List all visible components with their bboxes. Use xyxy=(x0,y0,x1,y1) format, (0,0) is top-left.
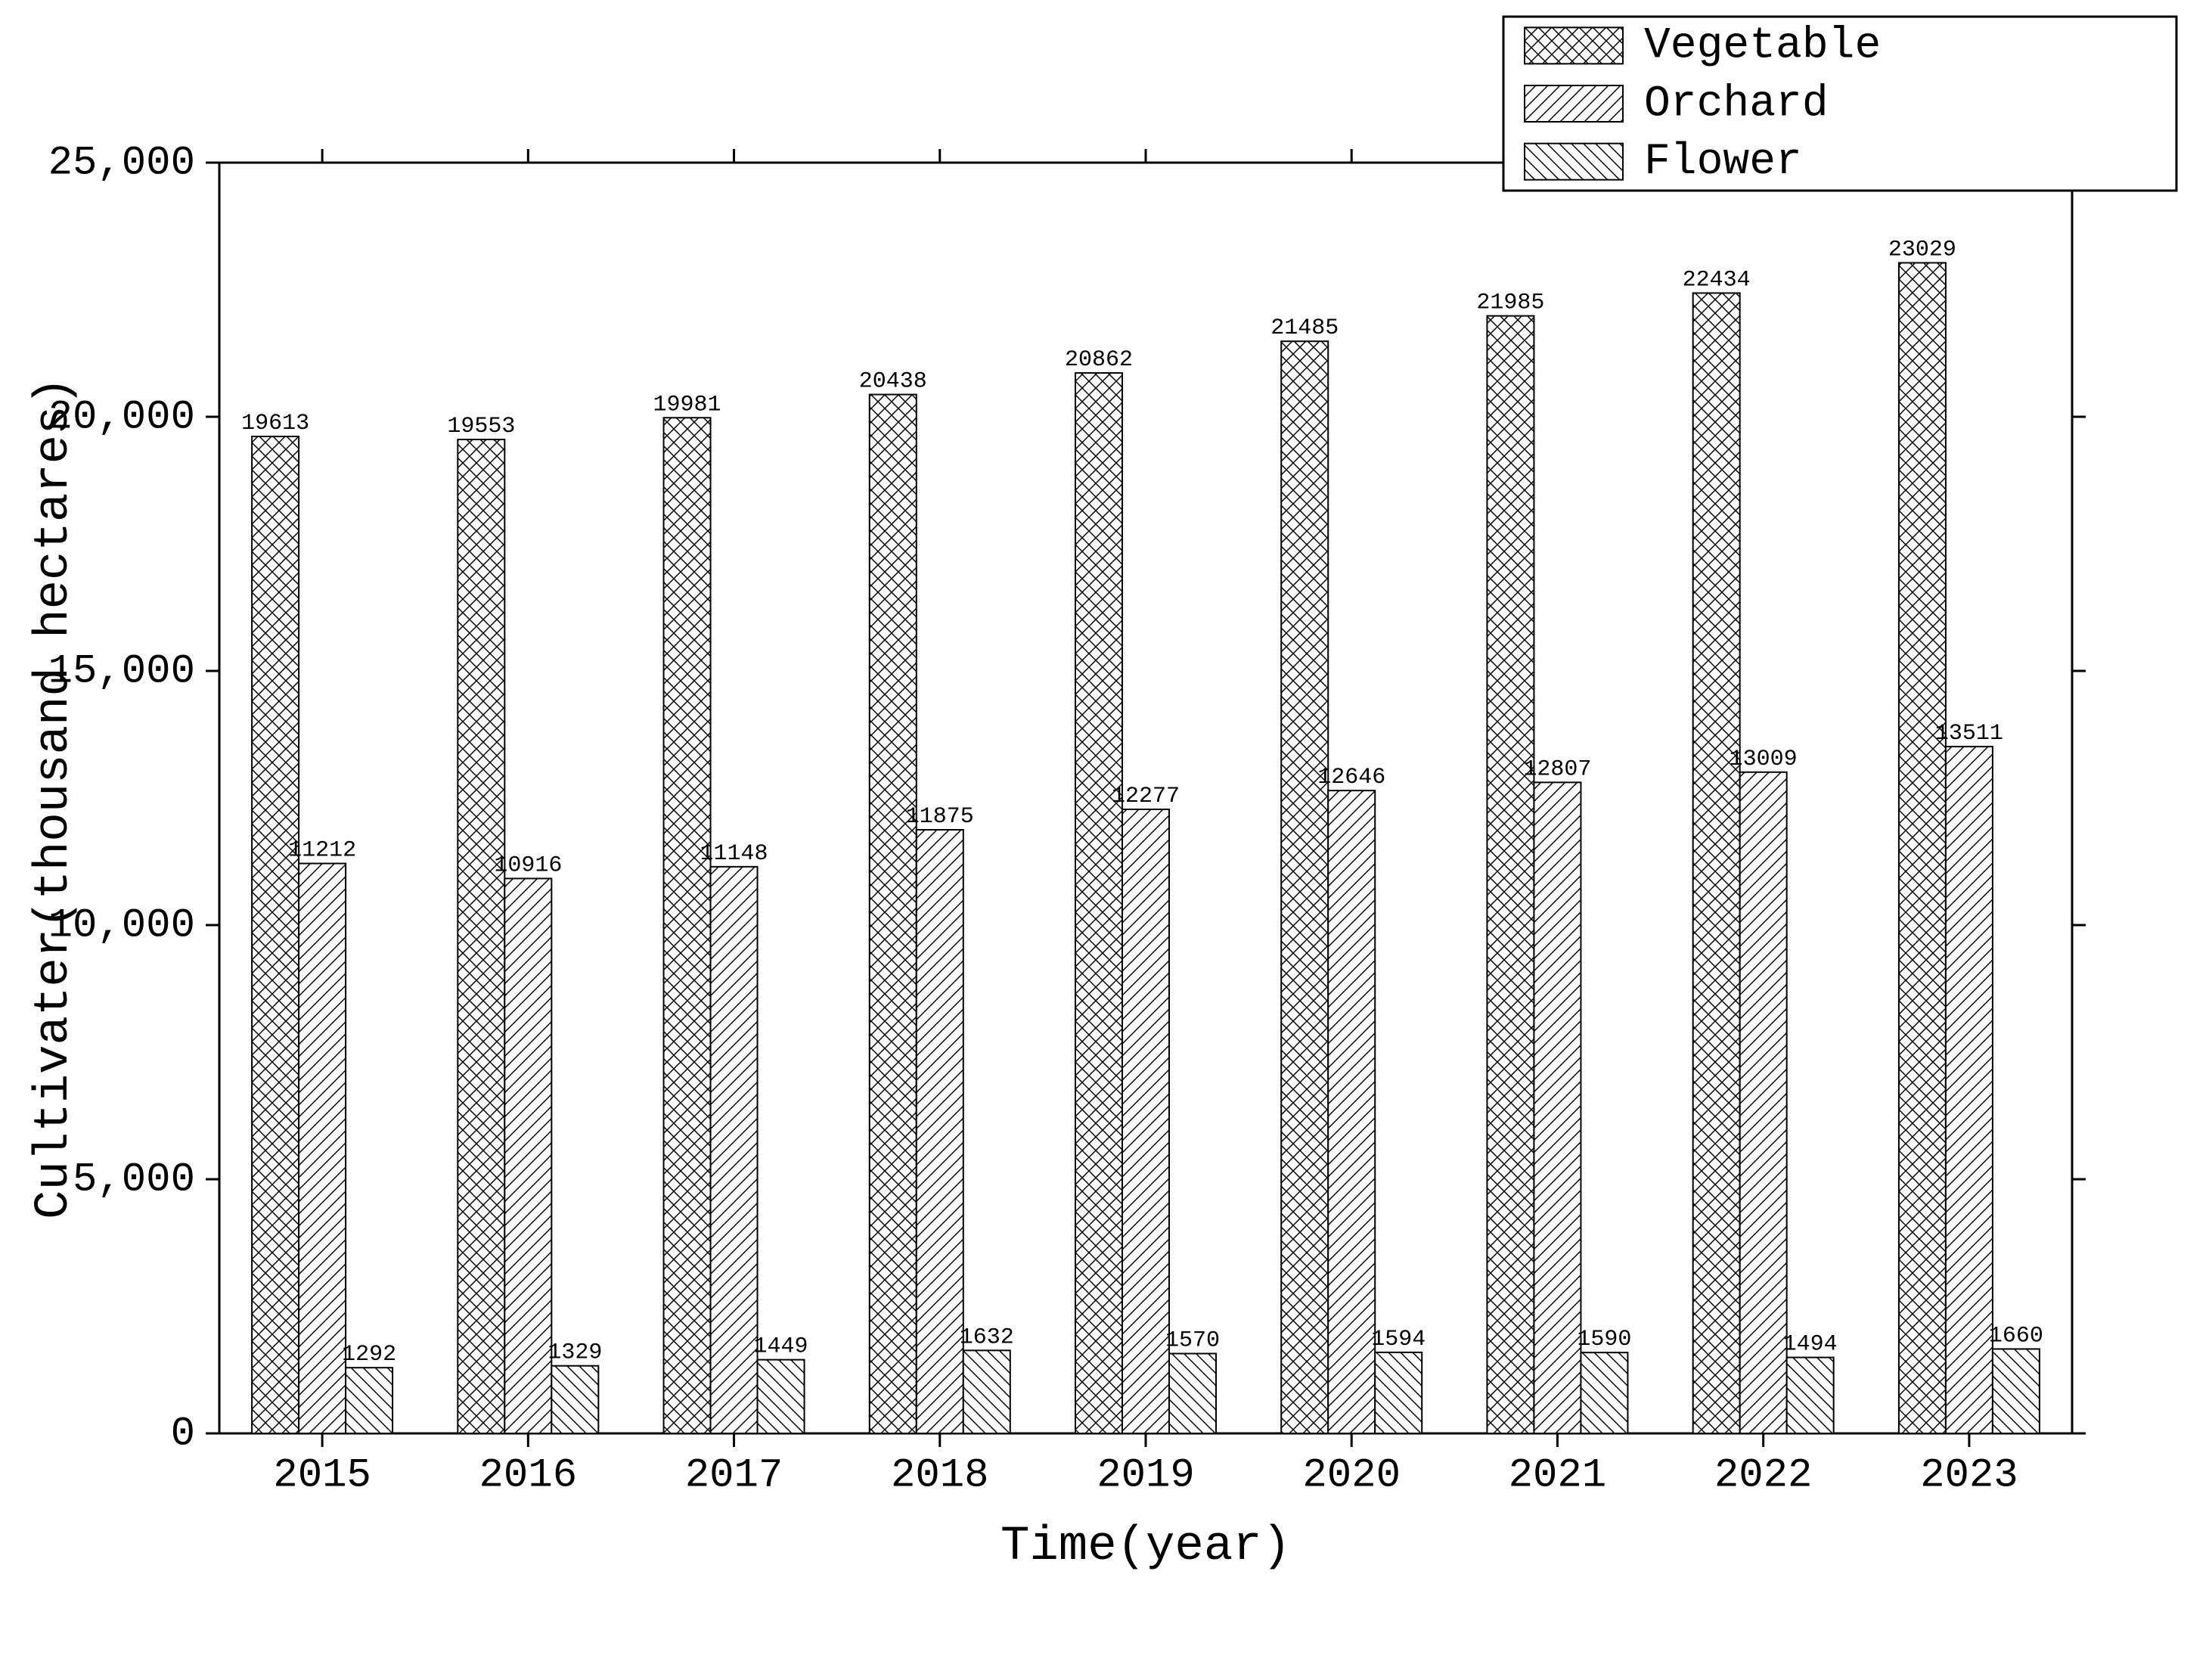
bar xyxy=(870,395,917,1433)
bar-value-label: 21985 xyxy=(1476,290,1544,316)
bar-value-label: 1594 xyxy=(1371,1327,1426,1352)
bar-value-label: 1292 xyxy=(342,1342,396,1368)
chart-container: 05,00010,00015,00020,00025,0002015201620… xyxy=(0,0,2212,1655)
x-tick-label: 2022 xyxy=(1714,1452,1813,1498)
bar-value-label: 1632 xyxy=(960,1324,1014,1350)
y-tick-label: 25,000 xyxy=(48,140,195,186)
x-tick-label: 2018 xyxy=(891,1452,989,1498)
bar xyxy=(1169,1353,1216,1433)
bar-chart: 05,00010,00015,00020,00025,0002015201620… xyxy=(0,0,2212,1655)
bar-value-label: 19553 xyxy=(447,414,515,439)
bar-value-label: 10916 xyxy=(494,852,562,878)
bar-value-label: 20862 xyxy=(1065,347,1133,373)
bar-value-label: 1660 xyxy=(1989,1323,2043,1349)
bar-value-label: 1570 xyxy=(1165,1327,1220,1353)
bar xyxy=(299,864,346,1433)
bar xyxy=(1581,1352,1627,1433)
bar-value-label: 11875 xyxy=(906,804,974,830)
bar xyxy=(1328,790,1375,1433)
y-tick-label: 5,000 xyxy=(73,1157,195,1203)
x-tick-label: 2020 xyxy=(1302,1452,1401,1498)
legend-swatch xyxy=(1525,144,1623,180)
legend-label: Vegetable xyxy=(1644,22,1881,71)
bar-value-label: 1329 xyxy=(548,1340,602,1366)
bar xyxy=(346,1368,392,1433)
bar-value-label: 1449 xyxy=(754,1334,808,1360)
bar-value-label: 12646 xyxy=(1317,765,1385,790)
bar xyxy=(1993,1349,2040,1433)
bar xyxy=(1375,1352,1422,1433)
y-axis-label: Cultivater(thousand hectares) xyxy=(27,377,82,1219)
bar-value-label: 11148 xyxy=(700,841,768,867)
bar-value-label: 19613 xyxy=(241,411,309,436)
x-tick-label: 2021 xyxy=(1509,1452,1607,1498)
x-tick-label: 2016 xyxy=(479,1452,578,1498)
legend-label: Orchard xyxy=(1644,79,1829,129)
x-tick-label: 2015 xyxy=(273,1452,371,1498)
bar xyxy=(504,878,551,1433)
bar-value-label: 1494 xyxy=(1783,1332,1838,1358)
y-tick-label: 0 xyxy=(171,1411,195,1457)
legend-label: Flower xyxy=(1644,138,1802,187)
bar-value-label: 11212 xyxy=(288,838,356,864)
bar xyxy=(1740,772,1787,1433)
bar-value-label: 19981 xyxy=(653,392,721,418)
bar xyxy=(664,418,711,1433)
bar-value-label: 12277 xyxy=(1112,784,1180,809)
bar xyxy=(1534,782,1581,1433)
bar-value-label: 13009 xyxy=(1730,747,1798,772)
bar-value-label: 1590 xyxy=(1577,1327,1631,1352)
bar xyxy=(711,867,758,1433)
bar-value-label: 21485 xyxy=(1270,315,1339,341)
bar xyxy=(917,830,963,1433)
bar xyxy=(1693,293,1740,1433)
legend-swatch xyxy=(1525,27,1623,64)
legend: Vegetable Orchard Flower xyxy=(1503,17,2176,191)
bar xyxy=(1075,373,1122,1433)
bar xyxy=(1899,262,1946,1433)
bar xyxy=(963,1350,1010,1433)
bar xyxy=(1122,809,1169,1433)
bar xyxy=(1281,341,1328,1433)
bar-value-label: 20438 xyxy=(859,369,927,395)
x-axis-label: Time(year) xyxy=(1001,1520,1291,1574)
bar-value-label: 22434 xyxy=(1683,267,1751,293)
x-tick-label: 2023 xyxy=(1920,1452,2018,1498)
x-tick-label: 2019 xyxy=(1097,1452,1195,1498)
bar-value-label: 12807 xyxy=(1523,756,1591,782)
bar xyxy=(458,439,504,1433)
legend-swatch xyxy=(1525,85,1623,122)
bar xyxy=(758,1360,805,1433)
x-tick-label: 2017 xyxy=(685,1452,783,1498)
bar xyxy=(551,1366,598,1433)
bar xyxy=(252,436,299,1433)
bar xyxy=(1787,1358,1834,1433)
bar-value-label: 13511 xyxy=(1935,721,2003,747)
bar-value-label: 23029 xyxy=(1888,237,1956,262)
bar xyxy=(1946,747,1993,1433)
bar xyxy=(1487,316,1534,1433)
